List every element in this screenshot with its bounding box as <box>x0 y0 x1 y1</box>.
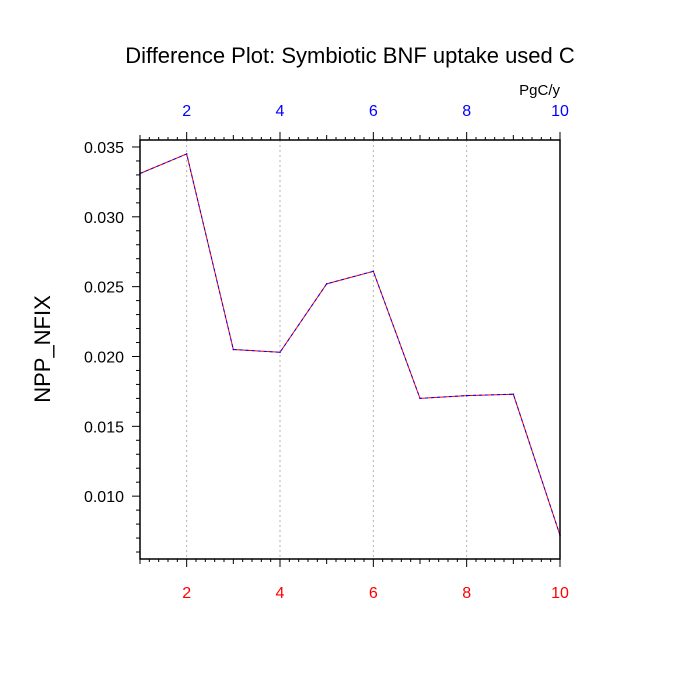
y-tick-label: 0.015 <box>84 419 124 436</box>
data-point <box>185 153 188 155</box>
tick-labels: 2 2 4 4 6 6 8 8 10 10 0.010 0.015 0.020 0.025 0.030 0.0… <box>84 103 569 602</box>
x-tick-label-bottom: 6 <box>369 585 378 602</box>
y-tick-label: 0.020 <box>84 349 124 366</box>
y-tick-label: 0.025 <box>84 280 124 297</box>
data-point <box>279 351 281 354</box>
y-axis-label: NPP_NFIX <box>30 295 55 403</box>
axis-ticks <box>132 132 561 567</box>
y-tick-label: 0.030 <box>84 210 124 227</box>
top-axis-units: PgC/y <box>519 82 560 99</box>
x-tick-label-bottom: 8 <box>462 585 471 602</box>
x-tick-label-top: 6 <box>369 103 378 120</box>
x-tick-label-bottom: 10 <box>551 585 569 602</box>
grid-lines <box>186 140 468 559</box>
data-point <box>465 394 468 397</box>
x-tick-label-bottom: 2 <box>182 585 191 602</box>
series-line-red <box>139 153 561 536</box>
chart-title: Difference Plot: Symbiotic BNF uptake us… <box>125 43 575 68</box>
y-tick-label: 0.035 <box>84 140 124 157</box>
series-lines <box>139 153 561 537</box>
x-tick-label-top: 2 <box>182 103 191 120</box>
data-point <box>325 283 328 285</box>
x-tick-label-top: 4 <box>276 103 285 120</box>
x-tick-label-top: 8 <box>462 103 471 120</box>
data-point <box>232 348 235 351</box>
data-point <box>419 397 421 400</box>
data-point <box>512 393 515 395</box>
data-point <box>372 270 375 273</box>
series-line-blue-dash <box>139 153 561 536</box>
x-tick-label-top: 10 <box>551 103 569 120</box>
plot-frame <box>139 139 561 560</box>
y-tick-label: 0.010 <box>84 489 124 506</box>
x-tick-label-bottom: 4 <box>276 585 285 602</box>
